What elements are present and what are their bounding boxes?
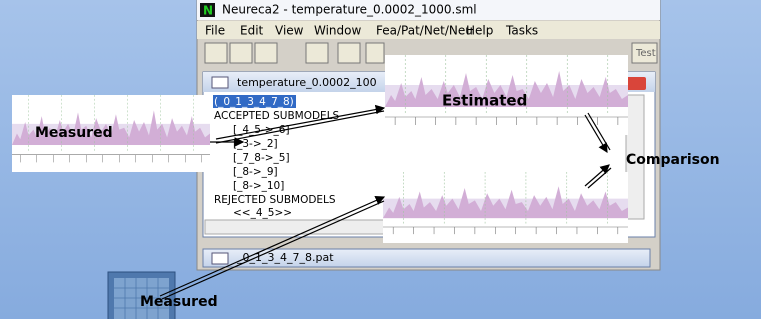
tree-item[interactable]: [_8->_10] [233,180,284,192]
menu-item[interactable]: Fea/Pat/Net/Neu [376,24,473,38]
page: N Neureca2 - temperature_0.0002_1000.sml… [0,0,761,319]
toolbar-button[interactable] [230,43,252,63]
app-icon: N [203,4,213,18]
tree-item[interactable]: <<_4_5>> [233,207,292,219]
toolbar-button[interactable] [366,43,384,63]
model-window-title: temperature_0.0002_100 [237,76,377,89]
tree-item[interactable]: [_3->_2] [233,138,278,150]
menu-item[interactable]: Help [466,24,493,38]
toolbar-button[interactable] [306,43,328,63]
compare-panel [383,172,628,243]
pattern-window-title: _0_1_3_4_7_8.pat [236,251,334,264]
annotation: Measured [35,125,113,141]
menu-item[interactable]: Edit [240,24,264,38]
close-button[interactable] [626,77,646,90]
h-scrollbar[interactable] [205,220,385,234]
test-label: Test [635,48,656,59]
toolbar-button[interactable] [205,43,227,63]
annotation: Measured [140,294,218,310]
annotation: Comparison [626,152,720,168]
annotation: Estimated [442,92,527,110]
tree-item[interactable]: (_0_1_3_4_7_8) [214,96,294,108]
slide: N Neureca2 - temperature_0.0002_1000.sml… [0,0,761,319]
menu-item[interactable]: Window [314,24,362,38]
tree-item[interactable]: [_8->_9] [233,166,278,178]
toolbar-button[interactable] [255,43,277,63]
tree-item[interactable]: REJECTED SUBMODELS [214,194,336,206]
menu-item[interactable]: Tasks [505,24,538,38]
toolbar-button[interactable] [338,43,360,63]
window-title: Neureca2 - temperature_0.0002_1000.sml [222,3,477,17]
tree-item[interactable]: [_7_8->_5] [233,152,290,164]
menu-item[interactable]: View [275,24,304,38]
menu-item[interactable]: File [205,24,225,38]
